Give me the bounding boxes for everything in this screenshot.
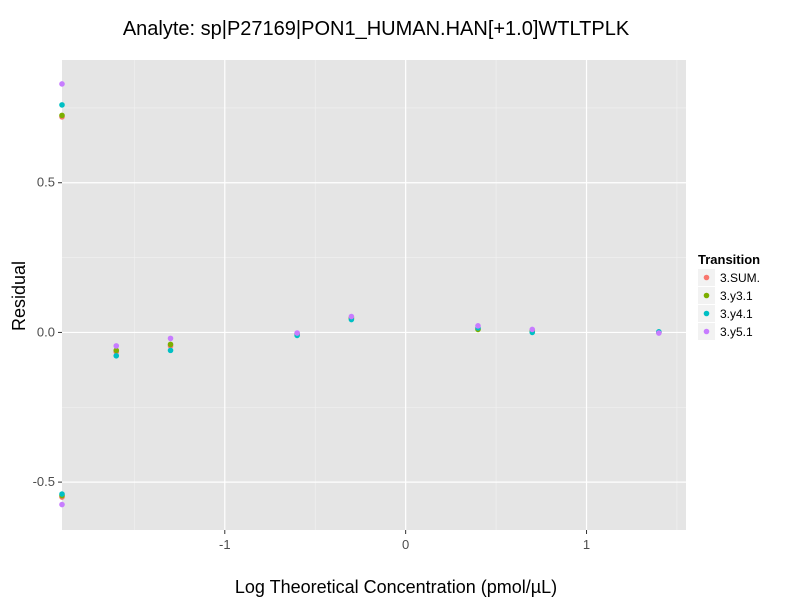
x-tick-label: 1 bbox=[583, 537, 590, 552]
data-point bbox=[59, 501, 65, 508]
legend-key-point bbox=[703, 292, 710, 299]
data-point bbox=[113, 347, 120, 354]
x-tick-label: 0 bbox=[402, 537, 409, 552]
legend: Transition 3.SUM. 3.y3.1 3.y4.1 3.y5.1 bbox=[698, 252, 760, 340]
legend-key-point bbox=[703, 310, 710, 317]
y-tick-label: 0.0 bbox=[37, 324, 55, 339]
chart-title: Analyte: sp|P27169|PON1_HUMAN.HAN[+1.0]W… bbox=[123, 18, 630, 40]
data-point bbox=[529, 326, 536, 333]
x-axis-title: Log Theoretical Concentration (pmol/µL) bbox=[235, 577, 557, 597]
legend-label: 3.SUM. bbox=[720, 271, 760, 285]
data-point bbox=[294, 330, 300, 336]
minor-gridlines bbox=[62, 60, 686, 530]
data-point bbox=[59, 81, 65, 87]
data-point bbox=[167, 341, 174, 348]
legend-entry: 3.y4.1 bbox=[698, 305, 753, 322]
legend-label: 3.y5.1 bbox=[720, 325, 753, 339]
legend-label: 3.y3.1 bbox=[720, 289, 753, 303]
data-point bbox=[113, 352, 120, 359]
data-point bbox=[59, 491, 65, 497]
data-point bbox=[348, 313, 355, 320]
y-tick-labels: -0.5 0.0 0.5 bbox=[33, 175, 55, 489]
legend-title: Transition bbox=[698, 252, 760, 267]
legend-entry: 3.y5.1 bbox=[698, 323, 753, 340]
major-gridlines bbox=[62, 60, 686, 530]
legend-key-point bbox=[703, 274, 710, 281]
y-tick-label: -0.5 bbox=[33, 474, 55, 489]
legend-key-point bbox=[703, 328, 710, 335]
legend-label: 3.y4.1 bbox=[720, 307, 753, 321]
x-tick-label: -1 bbox=[219, 537, 231, 552]
axis-ticks bbox=[58, 182, 588, 534]
y-axis-title: Residual bbox=[9, 261, 29, 331]
data-point bbox=[59, 112, 65, 119]
data-point bbox=[113, 343, 120, 349]
plot-panel bbox=[62, 60, 686, 530]
data-point bbox=[59, 102, 65, 108]
data-point bbox=[475, 323, 481, 329]
data-points bbox=[59, 81, 662, 508]
legend-entry: 3.SUM. bbox=[698, 269, 760, 286]
data-point bbox=[656, 330, 662, 336]
x-tick-labels: -1 0 1 bbox=[219, 537, 590, 552]
data-point bbox=[167, 335, 174, 342]
legend-entry: 3.y3.1 bbox=[698, 287, 753, 304]
data-point bbox=[167, 347, 174, 354]
y-tick-label: 0.5 bbox=[37, 175, 55, 190]
